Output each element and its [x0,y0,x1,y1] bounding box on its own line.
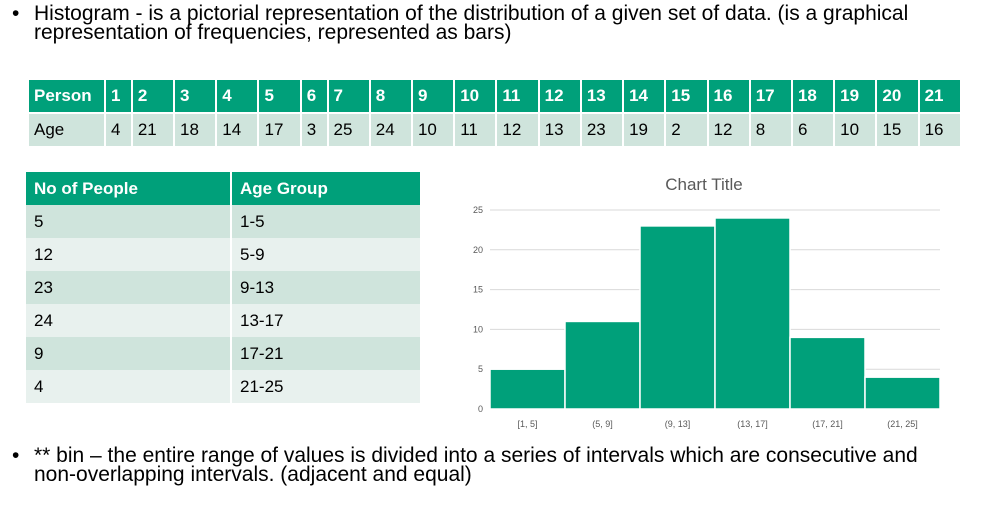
x-tick-label: (17, 21] [812,419,843,429]
no-of-people-cell: 4 [26,370,232,403]
y-tick-label: 10 [473,324,483,334]
y-tick-label: 20 [473,245,483,255]
age-row-label: Age [27,112,106,148]
age-value-cell: 12 [706,112,751,148]
frequency-row: 9 17-21 [26,337,422,370]
histogram-chart: Chart Title 0 5 10 15 20 25 [1, 5] (5, 9] (9, 1… [473,175,941,429]
person-row-label: Person [27,78,106,114]
no-of-people-cell: 24 [26,304,232,337]
no-of-people-cell: 9 [26,337,232,370]
person-number-cell: 12 [537,78,582,114]
age-value-cell: 13 [537,112,582,148]
age-value-cell: 19 [622,112,667,148]
no-of-people-cell: 12 [26,238,232,271]
person-number-cell: 2 [130,78,176,114]
person-age-table: Person 1 2 3 4 5 6 7 8 9 10 11 12 13 14 15 16 17 18 19 20 21 A… [27,78,963,148]
bin-definition-text: ** bin – the entire range of values is d… [34,444,918,486]
age-value-cell: 2 [664,112,709,148]
histogram-bar [789,336,866,410]
histogram-bar [864,376,941,410]
no-of-people-cell: 5 [26,205,232,238]
frequency-row: 5 1-5 [26,205,422,238]
person-number-cell: 20 [875,78,920,114]
person-number-cell: 4 [215,78,260,114]
y-tick-label: 0 [478,404,483,414]
no-of-people-cell: 23 [26,271,232,304]
age-value-cell: 18 [173,112,218,148]
bullet-symbol: • [12,2,20,25]
bullet-histogram-definition: • Histogram - is a pictorial representat… [12,2,934,44]
person-number-cell: 13 [579,78,625,114]
person-number-cell: 19 [833,78,878,114]
person-number-cell: 9 [410,78,456,114]
age-value-cell: 24 [368,112,413,148]
header-no-of-people: No of People [26,172,232,205]
age-value-cell: 8 [748,112,793,148]
age-value-cell: 17 [257,112,302,148]
age-value-cell: 23 [579,112,625,148]
age-value-cell: 14 [215,112,260,148]
person-number-cell: 1 [104,78,133,114]
person-number-cell: 7 [326,78,371,114]
bullet-bin-definition: • ** bin – the entire range of values is… [12,444,934,486]
person-number-cell: 21 [917,78,963,114]
frequency-table-header: No of People Age Group [26,172,422,205]
header-age-group: Age Group [231,172,422,205]
age-value-cell: 3 [299,112,329,148]
y-tick-label: 5 [478,364,483,374]
person-number-cell: 18 [790,78,836,114]
person-number-cell: 14 [622,78,667,114]
age-group-cell: 9-13 [231,271,422,304]
age-group-cell: 1-5 [231,205,422,238]
age-value-cell: 16 [917,112,963,148]
age-group-cell: 5-9 [231,238,422,271]
person-row: Person 1 2 3 4 5 6 7 8 9 10 11 12 13 14 15 16 17 18 19 20 21 [27,78,963,114]
person-number-cell: 16 [706,78,751,114]
age-group-cell: 21-25 [231,370,422,403]
x-tick-label: [1, 5] [517,419,537,429]
age-group-cell: 17-21 [231,337,422,370]
age-value-cell: 12 [495,112,540,148]
person-number-cell: 17 [748,78,793,114]
person-number-cell: 3 [173,78,218,114]
person-number-cell: 8 [368,78,413,114]
x-tick-label: (21, 25] [887,419,918,429]
person-number-cell: 11 [495,78,540,114]
y-tick-label: 25 [473,205,483,215]
x-tick-label: (9, 13] [665,419,691,429]
histogram-bar [639,225,716,410]
age-group-cell: 13-17 [231,304,422,337]
age-value-cell: 6 [790,112,836,148]
bullet-symbol: • [12,444,20,467]
person-number-cell: 5 [257,78,302,114]
age-value-cell: 15 [875,112,920,148]
age-value-cell: 25 [326,112,371,148]
y-tick-label: 15 [473,285,483,295]
frequency-table: No of People Age Group 5 1-5 12 5-9 23 9-13 24… [26,172,422,403]
frequency-row: 4 21-25 [26,370,422,403]
histogram-definition-text: Histogram - is a pictorial representatio… [34,2,909,44]
person-number-cell: 6 [299,78,329,114]
age-value-cell: 11 [453,112,498,148]
age-value-cell: 21 [130,112,176,148]
frequency-row: 24 13-17 [26,304,422,337]
histogram-bar [564,320,641,410]
frequency-row: 23 9-13 [26,271,422,304]
histogram-bar [489,368,566,410]
chart-title: Chart Title [665,175,742,194]
age-value-cell: 4 [104,112,133,148]
histogram-bar [714,217,791,410]
frequency-row: 12 5-9 [26,238,422,271]
x-tick-label: (13, 17] [737,419,768,429]
age-value-cell: 10 [410,112,456,148]
person-number-cell: 15 [664,78,709,114]
x-tick-label: (5, 9] [592,419,613,429]
age-value-cell: 10 [833,112,878,148]
person-number-cell: 10 [453,78,498,114]
age-row: Age 4 21 18 14 17 3 25 24 10 11 12 13 23 19 2 12 8 6 10 15 16 [27,112,963,148]
